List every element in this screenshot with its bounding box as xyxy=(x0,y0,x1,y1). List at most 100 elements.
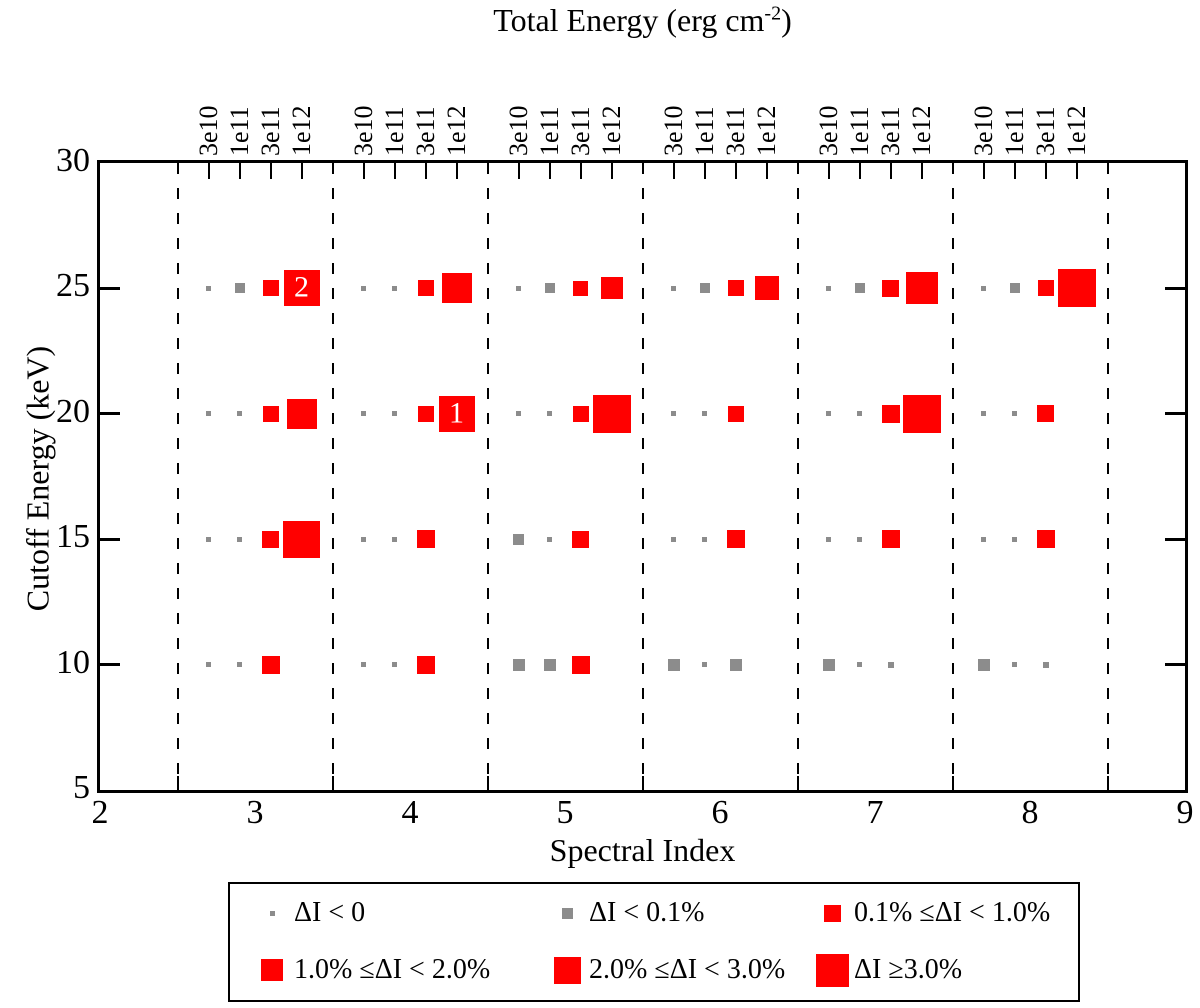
bottom-axis-tick xyxy=(796,776,799,790)
data-point-square xyxy=(262,405,279,422)
legend-swatch-slot xyxy=(250,959,294,981)
data-point-square xyxy=(237,662,242,668)
x-axis-title: Spectral Index xyxy=(549,832,736,868)
energy-tick-label: 1e12 xyxy=(751,105,781,156)
data-point-square xyxy=(361,536,366,542)
data-point-square xyxy=(1037,405,1054,423)
data-point-square xyxy=(826,411,831,417)
legend-label: 1.0% ≤ΔI < 2.0% xyxy=(294,954,491,985)
top-axis-tick xyxy=(858,163,861,179)
energy-tick-label: 1e11 xyxy=(844,106,874,156)
top-axis-tick xyxy=(672,163,675,179)
data-point-square xyxy=(516,411,521,417)
data-point-square xyxy=(392,662,397,668)
data-point-square xyxy=(981,536,986,542)
data-point-square xyxy=(1042,661,1049,668)
bottom-axis-tick xyxy=(331,776,334,790)
dashed-separator xyxy=(176,163,179,790)
y-axis-right-tick xyxy=(1165,537,1185,541)
data-point-square xyxy=(826,285,831,291)
y-tick-label: 5 xyxy=(73,769,90,806)
energy-tick-label: 3e10 xyxy=(968,105,998,156)
data-point-square xyxy=(544,283,555,294)
energy-tick-label: 1e12 xyxy=(596,105,626,156)
top-axis-title-text: Total Energy (erg cm xyxy=(493,2,765,38)
data-point-square xyxy=(1012,536,1017,542)
legend-swatch-slot xyxy=(545,907,589,919)
top-axis-tick xyxy=(362,163,365,179)
data-point-square xyxy=(261,655,280,674)
data-point-square xyxy=(1036,530,1055,549)
data-point-square xyxy=(702,662,707,668)
legend-label: ΔI < 0 xyxy=(294,897,366,928)
top-axis-minor-tick xyxy=(951,163,954,172)
data-point-square xyxy=(361,411,366,417)
top-axis-minor-tick xyxy=(486,163,489,172)
data-point-square xyxy=(826,536,831,542)
data-point-square xyxy=(1012,662,1017,668)
data-point-square xyxy=(822,658,835,671)
data-point-square xyxy=(857,536,862,542)
data-point-square xyxy=(667,658,680,671)
top-axis-minor-tick xyxy=(331,163,334,172)
data-point-square xyxy=(572,530,589,548)
energy-tick-label: 1e12 xyxy=(906,105,936,156)
y-axis-title: Cutoff Energy (keV) xyxy=(19,345,56,612)
legend-swatch xyxy=(823,904,841,922)
bottom-axis-tick xyxy=(486,776,489,790)
top-axis-title-superscript: -2 xyxy=(764,2,782,25)
data-point-square xyxy=(283,520,320,558)
data-point-square xyxy=(571,655,590,674)
data-point-square xyxy=(438,395,475,432)
data-point-square xyxy=(702,411,707,417)
data-point-square xyxy=(361,662,366,668)
data-point-square xyxy=(857,411,862,417)
data-point-square xyxy=(881,530,900,549)
data-point-square xyxy=(392,285,397,291)
data-point-square xyxy=(392,411,397,417)
data-point-square xyxy=(977,658,990,671)
energy-tick-label: 3e11 xyxy=(255,106,285,156)
energy-tick-label: 3e11 xyxy=(720,106,750,156)
data-point-square xyxy=(441,273,472,304)
legend-entry: 2.0% ≤ΔI < 3.0% xyxy=(545,948,785,992)
top-axis-tick xyxy=(610,163,613,179)
data-point-square xyxy=(671,285,676,291)
top-axis-title-suffix: ) xyxy=(781,2,792,38)
x-tick-label: 2 xyxy=(91,794,109,831)
top-axis-minor-tick xyxy=(796,163,799,172)
legend-entry: 1.0% ≤ΔI < 2.0% xyxy=(250,948,490,992)
top-axis-tick xyxy=(455,163,458,179)
x-tick-label: 8 xyxy=(1021,794,1039,831)
legend-entry: ΔI ≥3.0% xyxy=(810,948,962,992)
top-axis-minor-tick xyxy=(176,163,179,172)
data-point-square xyxy=(283,270,320,307)
legend-entry: ΔI < 0.1% xyxy=(545,891,704,935)
legend-label: ΔI ≥3.0% xyxy=(854,954,963,985)
top-axis-tick xyxy=(1075,163,1078,179)
data-point-square xyxy=(671,536,676,542)
y-axis-left-tick xyxy=(100,663,120,667)
energy-tick-label: 3e11 xyxy=(875,106,905,156)
x-tick-label: 3 xyxy=(246,794,264,831)
top-axis-tick xyxy=(982,163,985,179)
top-axis-minor-tick xyxy=(641,163,644,172)
data-point-square xyxy=(671,411,676,417)
data-point-square xyxy=(881,404,900,423)
y-axis-right-tick xyxy=(1165,412,1185,416)
data-point-square xyxy=(513,533,524,545)
legend-swatch-slot xyxy=(810,953,854,987)
top-axis-tick xyxy=(269,163,272,179)
energy-tick-label: 1e11 xyxy=(999,106,1029,156)
data-point-square xyxy=(416,655,435,674)
y-axis-right-tick xyxy=(1165,663,1185,667)
top-axis-tick xyxy=(889,163,892,179)
energy-tick-label: 1e11 xyxy=(534,106,564,156)
energy-tick-label: 3e11 xyxy=(410,106,440,156)
y-tick-label: 10 xyxy=(56,643,90,681)
data-point-square xyxy=(417,405,434,422)
data-point-square xyxy=(206,536,211,542)
data-point-square xyxy=(1009,283,1020,294)
top-axis-tick xyxy=(424,163,427,179)
